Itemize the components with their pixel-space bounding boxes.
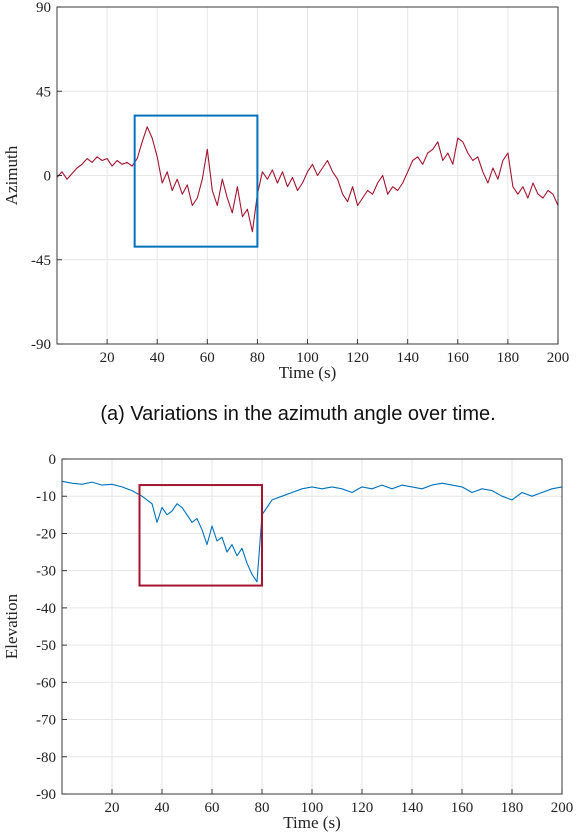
x-tick-label: 180 [501, 800, 524, 816]
y-tick-label: -10 [36, 489, 56, 505]
x-axis-label: Time (s) [283, 813, 340, 832]
x-tick-label: 80 [250, 350, 265, 366]
x-tick-label: 20 [105, 800, 120, 816]
y-tick-label: 45 [36, 84, 51, 100]
x-tick-label: 120 [346, 350, 369, 366]
x-tick-label: 200 [551, 800, 574, 816]
elevation-chart: 20 40 60 80 100 120 140 160 180 200 0 -10 -20 -30 -40 -… [2, 452, 573, 832]
x-tick-label: 80 [255, 800, 270, 816]
x-tick-label: 60 [205, 800, 220, 816]
x-tick-label: 20 [100, 350, 115, 366]
y-tick-label: -30 [36, 564, 56, 580]
x-tick-label: 100 [296, 350, 319, 366]
x-axis-label: Time (s) [279, 363, 336, 382]
highlight-box [133, 114, 259, 248]
y-tick-label: -60 [36, 675, 56, 691]
y-tick-label: -50 [36, 638, 56, 654]
y-tick-label: 90 [36, 0, 51, 16]
x-tick-label: 180 [497, 350, 520, 366]
azimuth-chart: 20 40 60 80 100 120 140 160 180 200 90 45 0 -45 -90 Tim… [2, 0, 569, 382]
y-axis-label: Azimuth [2, 145, 21, 205]
y-tick-label: -20 [36, 526, 56, 542]
x-tick-label: 160 [447, 350, 470, 366]
series-line [56, 126, 559, 233]
azimuth-caption: (a) Variations in the azimuth angle over… [100, 403, 495, 425]
series-line [61, 480, 563, 583]
highlight-box [138, 484, 263, 587]
y-tick-label: -80 [36, 750, 56, 766]
y-tick-label: -40 [36, 601, 56, 617]
y-axis-label: Elevation [2, 593, 21, 659]
x-tick-label: 100 [301, 800, 324, 816]
x-tick-label: 140 [396, 350, 419, 366]
x-tick-label: 120 [351, 800, 374, 816]
y-tick-label: -90 [31, 337, 51, 353]
x-tick-label: 40 [150, 350, 165, 366]
y-tick-label: 0 [44, 169, 52, 185]
y-tick-label: -45 [31, 253, 51, 269]
y-tick-label: 0 [49, 452, 57, 468]
y-tick-label: -90 [36, 787, 56, 803]
x-tick-label: 160 [451, 800, 474, 816]
x-tick-label: 60 [200, 350, 215, 366]
x-tick-label: 40 [155, 800, 170, 816]
y-tick-label: -70 [36, 713, 56, 729]
x-tick-label: 200 [547, 350, 570, 366]
x-tick-label: 140 [401, 800, 424, 816]
